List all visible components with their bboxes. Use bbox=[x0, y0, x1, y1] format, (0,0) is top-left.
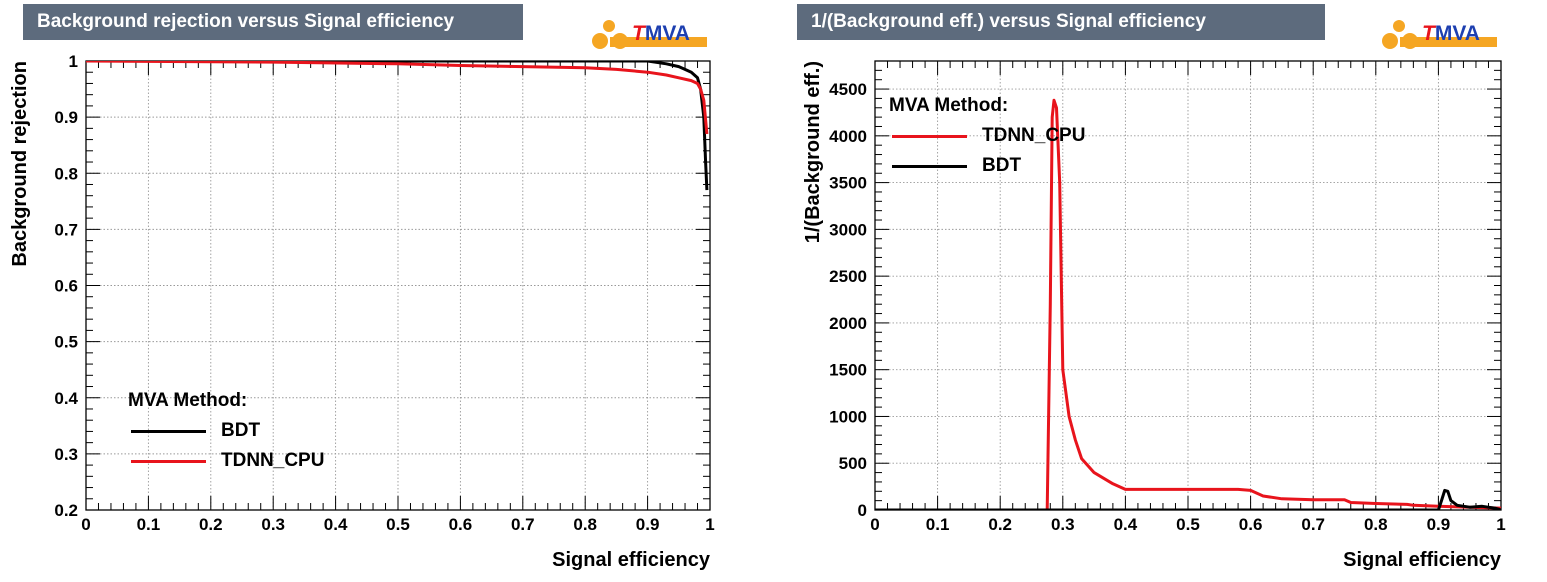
y-tick-label: 0.9 bbox=[54, 108, 78, 127]
x-tick-label: 0 bbox=[870, 515, 879, 534]
right-chart-panel: 0 0.1 0.2 0.3 0.4 0.5 0.6 0.7 0.8 0.9 1 0 500 1000 150… bbox=[797, 0, 1547, 582]
x-tick-label: 0.9 bbox=[636, 515, 660, 534]
x-tick-label: 0.5 bbox=[386, 515, 410, 534]
legend-title: MVA Method: bbox=[128, 390, 248, 411]
legend-swatch bbox=[892, 135, 967, 138]
y-tick-label: 1 bbox=[69, 52, 78, 71]
y-tick-label: 4000 bbox=[829, 127, 867, 146]
y-tick-label: 0.8 bbox=[54, 164, 78, 183]
legend-label: TDNN_CPU bbox=[982, 125, 1086, 146]
legend: MVA Method: BDT TDNN_CPU bbox=[128, 390, 388, 480]
y-axis-label: Background rejection bbox=[9, 61, 31, 267]
x-tick-label: 0.4 bbox=[1114, 515, 1138, 534]
y-tick-label: 2500 bbox=[829, 267, 867, 286]
series-line-tdnn-cpu bbox=[875, 98, 1501, 510]
x-tick-label: 0.9 bbox=[1427, 515, 1451, 534]
y-tick-label: 0.7 bbox=[54, 220, 78, 239]
legend-label: BDT bbox=[982, 155, 1022, 176]
x-tick-label: 0.5 bbox=[1176, 515, 1200, 534]
legend-swatch bbox=[892, 165, 967, 168]
x-tick-label: 0.6 bbox=[1239, 515, 1263, 534]
y-tick-label: 0.6 bbox=[54, 277, 78, 296]
y-tick-label: 0 bbox=[858, 501, 867, 520]
legend: MVA Method: TDNN_CPU BDT bbox=[889, 95, 1149, 185]
y-tick-label: 2000 bbox=[829, 314, 867, 333]
left-chart-panel: 0 0.1 0.2 0.3 0.4 0.5 0.6 0.7 0.8 0.9 1 0.2 0.3 0.4 0.… bbox=[0, 0, 750, 582]
right-chart-canvas: 0 0.1 0.2 0.3 0.4 0.5 0.6 0.7 0.8 0.9 1 0 500 1000 150… bbox=[802, 60, 1506, 571]
x-axis-label: Signal efficiency bbox=[1343, 549, 1502, 571]
y-tick-label: 0.2 bbox=[54, 501, 78, 520]
y-tick-label: 0.4 bbox=[54, 389, 78, 408]
x-tick-label: 0.3 bbox=[1051, 515, 1075, 534]
x-tick-label: 0.8 bbox=[1364, 515, 1388, 534]
x-tick-label: 0.3 bbox=[261, 515, 285, 534]
x-tick-label: 1 bbox=[1496, 515, 1505, 534]
x-axis-label: Signal efficiency bbox=[552, 549, 711, 571]
x-tick-label: 0.4 bbox=[324, 515, 348, 534]
y-tick-label: 1500 bbox=[829, 361, 867, 380]
x-tick-label: 0.8 bbox=[573, 515, 597, 534]
y-tick-label: 4500 bbox=[829, 80, 867, 99]
series-line-bdt bbox=[86, 61, 709, 191]
y-tick-label: 500 bbox=[839, 454, 867, 473]
tmva-logo: TMVA bbox=[1382, 20, 1497, 50]
y-tick-label: 1000 bbox=[829, 407, 867, 426]
x-tick-label: 0 bbox=[81, 515, 90, 534]
x-tick-label: 1 bbox=[705, 515, 714, 534]
tmva-logo: TMVA bbox=[592, 20, 707, 50]
legend-swatch bbox=[131, 460, 206, 463]
x-tick-label: 0.2 bbox=[199, 515, 223, 534]
legend-title: MVA Method: bbox=[889, 95, 1009, 116]
x-tick-label: 0.6 bbox=[449, 515, 473, 534]
x-tick-label: 0.2 bbox=[988, 515, 1012, 534]
y-tick-label: 0.5 bbox=[54, 333, 78, 352]
y-tick-label: 3500 bbox=[829, 174, 867, 193]
left-chart-canvas: 0 0.1 0.2 0.3 0.4 0.5 0.6 0.7 0.8 0.9 1 0.2 0.3 0.4 0.… bbox=[9, 52, 715, 571]
legend-swatch bbox=[131, 430, 206, 433]
legend-label: BDT bbox=[221, 420, 261, 441]
y-tick-label: 0.3 bbox=[54, 445, 78, 464]
series-line-tdnn-cpu bbox=[86, 61, 709, 135]
legend-label: TDNN_CPU bbox=[221, 450, 325, 471]
x-tick-label: 0.1 bbox=[137, 515, 161, 534]
y-axis-label: 1/(Background eff.) bbox=[802, 61, 824, 243]
series-line-bdt bbox=[875, 488, 1501, 510]
x-tick-label: 0.7 bbox=[511, 515, 535, 534]
chart-title: Background rejection versus Signal effic… bbox=[23, 4, 523, 40]
x-tick-label: 0.1 bbox=[926, 515, 950, 534]
x-tick-label: 0.7 bbox=[1301, 515, 1325, 534]
chart-title: 1/(Background eff.) versus Signal effici… bbox=[797, 4, 1325, 40]
y-tick-label: 3000 bbox=[829, 220, 867, 239]
